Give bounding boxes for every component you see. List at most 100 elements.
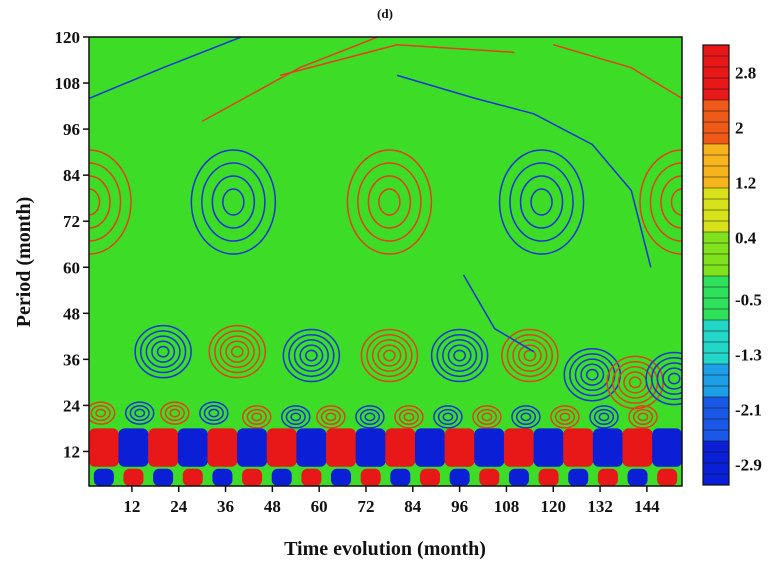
contour-line (124, 401, 155, 425)
contour-line (628, 405, 658, 429)
colorbar-segment (703, 133, 729, 144)
contour-line (355, 405, 385, 429)
band-cell-upper (592, 428, 623, 467)
colorbar-segment (703, 111, 729, 122)
contour-line (509, 162, 574, 242)
contour-line (364, 412, 376, 422)
colorbar-tick-label: -2.9 (735, 455, 762, 474)
band-cell-upper (177, 428, 208, 467)
contour-line (359, 408, 380, 426)
contour-line (366, 333, 413, 378)
contour-line (383, 349, 396, 362)
colorbar-segment (703, 419, 729, 430)
x-axis-label: Time evolution (month) (284, 538, 486, 560)
contour-line (288, 333, 335, 378)
negative-contour (355, 405, 385, 429)
x-tick-label: 108 (494, 497, 520, 516)
positive-contour (639, 149, 682, 255)
contour-line (156, 345, 170, 358)
colorbar-segment (703, 155, 729, 166)
contour-line (320, 408, 341, 426)
colorbar-segment (703, 298, 729, 309)
band-cell-upper (207, 428, 238, 467)
contour-line (199, 401, 229, 425)
contour-line (371, 339, 407, 372)
colorbar-segment (703, 463, 729, 474)
contour-line (360, 328, 419, 383)
positive-band-cell (326, 428, 357, 486)
x-axis: 12 24 36 48 60 72 84 96 108 120 132 144 (123, 486, 660, 516)
band-cell-upper (355, 428, 386, 467)
positive-contour (394, 405, 424, 429)
band-cell-lower (182, 468, 203, 486)
contour-line (511, 405, 541, 429)
colorbar-segment (703, 287, 729, 298)
x-tick-label: 36 (217, 497, 234, 516)
band-cell-upper (622, 428, 653, 467)
y-tick-label: 12 (63, 442, 80, 461)
negative-band-cell (533, 428, 564, 486)
contour-line (637, 412, 649, 422)
contour-line (481, 412, 493, 422)
negative-band-cell (177, 428, 208, 486)
contour-line (90, 405, 111, 422)
colorbar-segment (703, 89, 729, 100)
contour-line (476, 408, 498, 426)
contour-line (214, 330, 261, 374)
negative-contour (282, 328, 341, 383)
contour-line (554, 408, 576, 426)
x-tick-label: 132 (587, 497, 613, 516)
positive-contour (242, 405, 272, 429)
band-cell-lower (597, 468, 618, 486)
plot-frame (88, 36, 683, 487)
colorbar-segment (703, 100, 729, 111)
colorbar-segment (703, 342, 729, 353)
contour-line (667, 372, 681, 385)
y-tick-label: 72 (63, 212, 80, 231)
positive-contour (160, 401, 190, 425)
band-cell-upper (296, 428, 327, 467)
contour-line (293, 339, 329, 372)
colorbar-tick-label: -1.3 (735, 345, 762, 364)
contour-line (437, 408, 459, 426)
contour-line (639, 149, 682, 255)
contour-line (160, 401, 190, 425)
contour-line (447, 344, 472, 367)
band-cell-lower (627, 468, 648, 486)
colorbar-segment (703, 441, 729, 452)
contour-line (246, 408, 267, 426)
contour-line (219, 335, 255, 369)
contour-line (280, 43, 515, 77)
y-tick-label: 24 (63, 396, 81, 415)
y-axis: 12 24 36 48 60 72 84 96 108 120 (55, 28, 89, 461)
colorbar-segment (703, 276, 729, 287)
y-tick-label: 48 (63, 304, 80, 323)
band-cell-upper (326, 428, 357, 467)
contour-line (396, 74, 652, 268)
contour-line (662, 367, 682, 390)
contour-line (129, 405, 150, 422)
contour-line (151, 340, 176, 363)
contour-line (89, 162, 122, 242)
colorbar-segment (703, 232, 729, 243)
colorbar-segment (703, 474, 729, 485)
colorbar-segment (703, 166, 729, 177)
positive-contour (89, 401, 116, 425)
colorbar-segment (703, 430, 729, 441)
positive-contour (360, 328, 419, 383)
x-tick-label: 120 (541, 497, 567, 516)
colorbar-segment (703, 45, 729, 56)
band-cell-lower (568, 468, 589, 486)
y-tick-label: 108 (55, 74, 81, 93)
colorbar-segment (703, 386, 729, 397)
colorbar-segment (703, 122, 729, 133)
contour-line (506, 333, 553, 378)
negative-contour (124, 401, 155, 425)
negative-contour (281, 405, 311, 429)
x-tick-label: 84 (404, 497, 422, 516)
contour-line (530, 188, 553, 216)
band-cell-lower (449, 468, 470, 486)
contour-line (377, 344, 402, 367)
contour-line (89, 175, 111, 229)
band-cell-lower (153, 468, 174, 486)
